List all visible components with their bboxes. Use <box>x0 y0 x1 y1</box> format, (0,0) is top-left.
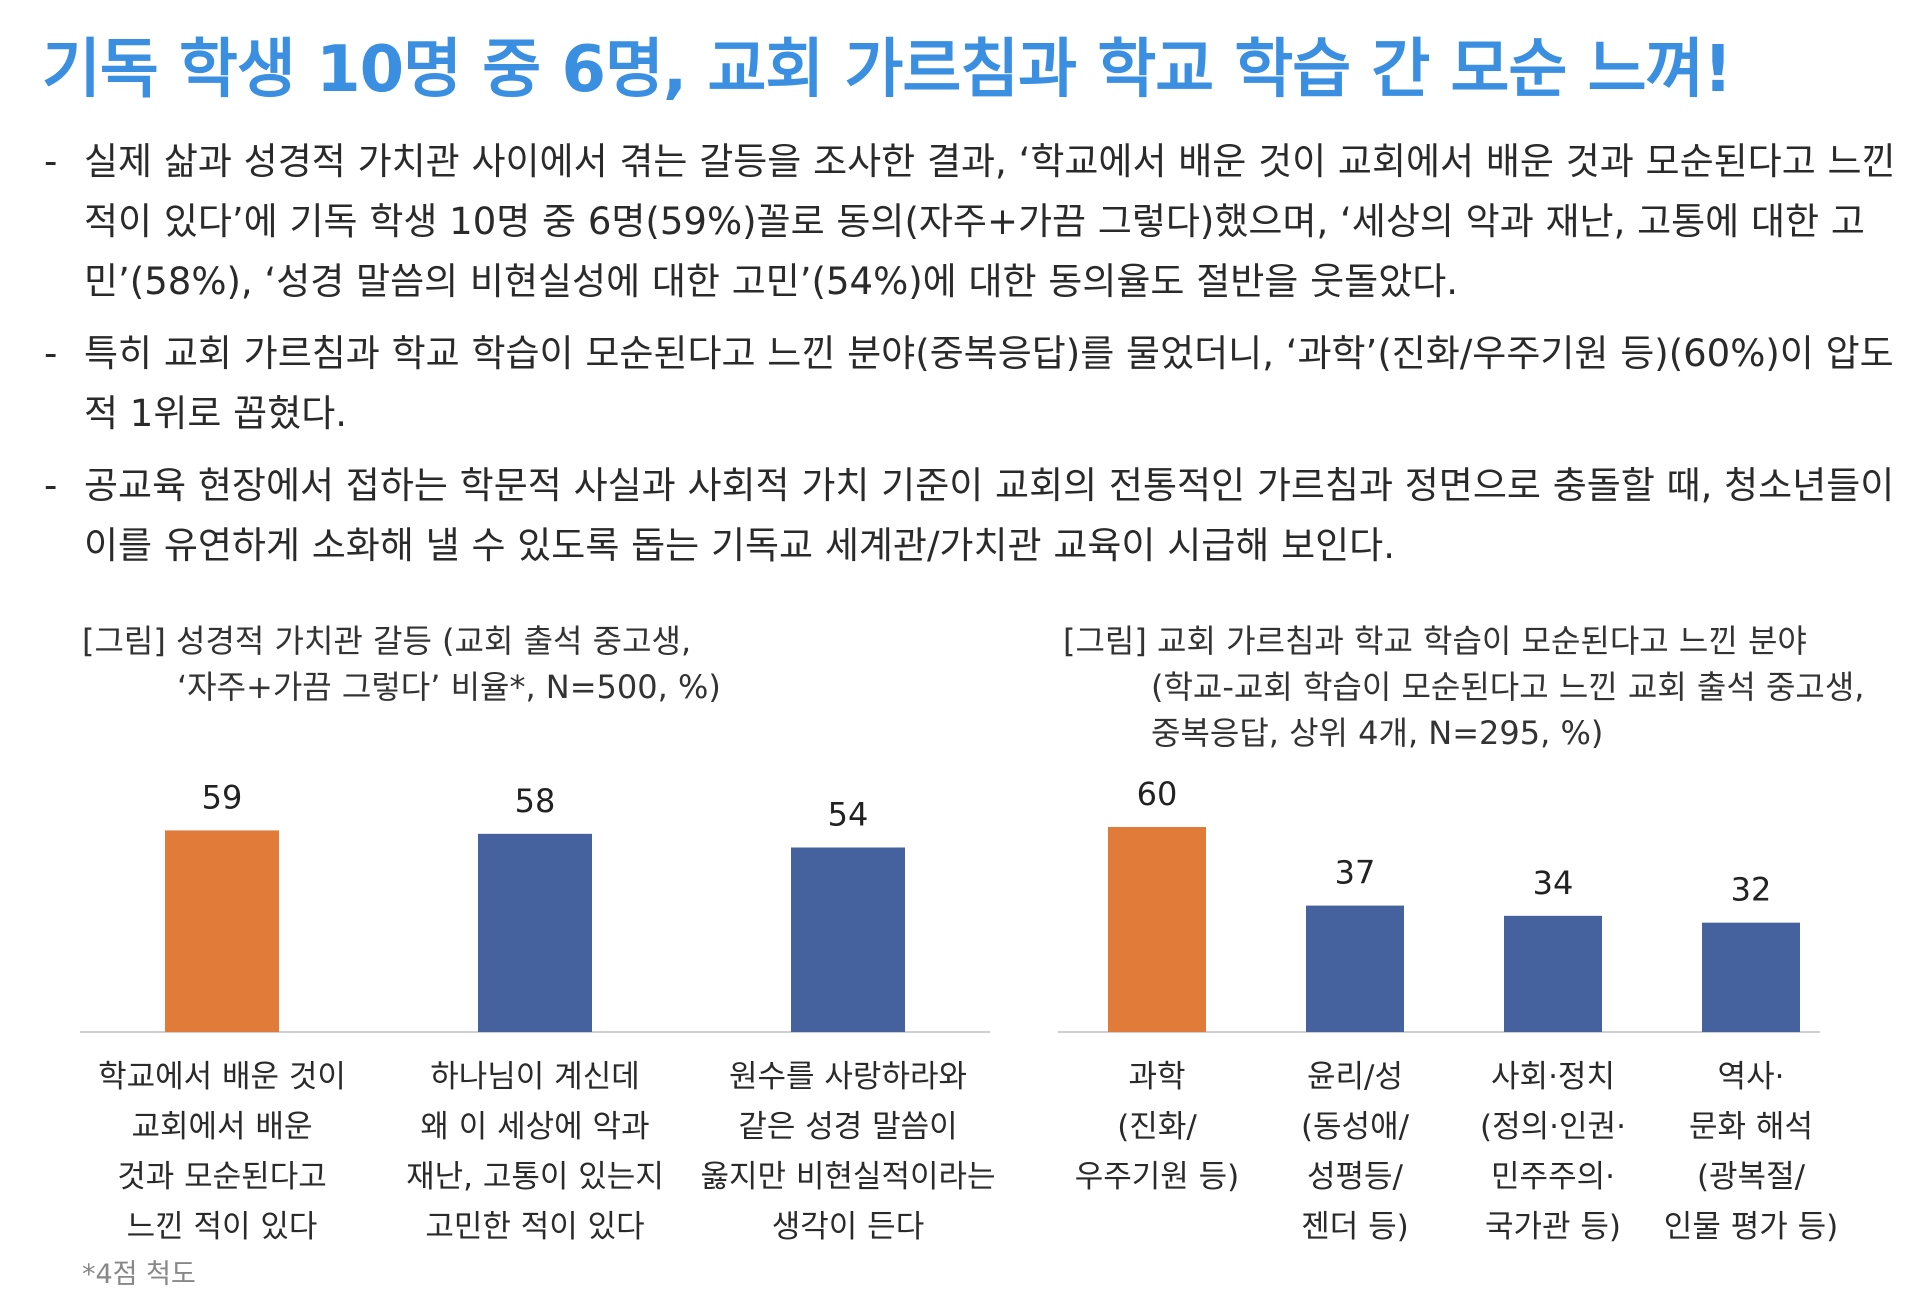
chart-1-value-label-1: 59 <box>202 778 243 816</box>
chart-2-bar-3 <box>1504 915 1602 1032</box>
chart-2-category-label-4: 역사· 문화 해석 (광복절/ 인물 평가 등) <box>1663 1059 1839 1245</box>
chart-2-value-label-4: 32 <box>1731 871 1772 909</box>
chart-2-category-label-1: 과학 (진화/ 우주기원 등) <box>1074 1059 1240 1195</box>
chart-2-bar-4 <box>1702 922 1800 1032</box>
bullet-dash: - <box>44 140 58 183</box>
chart-2-title-line-3: 중복응답, 상위 4개, N=295, %) <box>1151 714 1604 752</box>
summary-bullets: - 실제 삶과 성경적 가치관 사이에서 겪는 갈등을 조사한 결과, ‘학교에… <box>40 132 1900 588</box>
footnote: *4점 척도 <box>82 1259 196 1290</box>
chart-2-title-line-2: (학교-교회 학습이 모순된다고 느낀 교회 출석 중고생, <box>1151 668 1865 706</box>
chart-1-bar-3 <box>791 847 905 1032</box>
chart-2-value-label-1: 60 <box>1137 775 1178 813</box>
chart-2-category-label-2: 윤리/성 (동성애/ 성평등/ 젠더 등) <box>1300 1059 1410 1245</box>
chart-1-value-label-3: 54 <box>828 796 869 834</box>
chart-1-title-line-2: ‘자주+가끔 그렇다’ 비율*, N=500, %) <box>177 668 721 706</box>
chart-1-title: [그림] 성경적 가치관 갈등 (교회 출석 중고생, ‘자주+가끔 그렇다’ … <box>82 618 721 710</box>
bullet-dash: - <box>44 464 58 507</box>
chart-1-category-label-2: 하나님이 계신데 왜 이 세상에 악과 재난, 고통이 있는지 고민한 적이 있… <box>406 1059 664 1245</box>
chart-2-bar-2 <box>1306 905 1404 1032</box>
chart-1-category-label-1: 학교에서 배운 것이 교회에서 배운 것과 모순된다고 느낀 적이 있다 <box>98 1059 346 1245</box>
chart-1-value-label-2: 58 <box>515 782 556 820</box>
chart-2-category-label-3: 사회·정치 (정의·인권· 민주주의· 국가관 등) <box>1480 1059 1626 1245</box>
chart-2-value-label-2: 37 <box>1335 854 1376 892</box>
chart-1-bar-1 <box>165 830 279 1032</box>
chart-2-bar-1 <box>1108 827 1206 1032</box>
chart-2-title: [그림] 교회 가르침과 학교 학습이 모순된다고 느낀 분야 (학교-교회 학… <box>1063 618 1864 756</box>
bullet-text: 실제 삶과 성경적 가치관 사이에서 겪는 갈등을 조사한 결과, ‘학교에서 … <box>84 140 1896 303</box>
bullet-text: 특히 교회 가르침과 학교 학습이 모순된다고 느낀 분야(중복응답)를 물었더… <box>84 332 1894 435</box>
chart-1-category-label-3: 원수를 사랑하라와 같은 성경 말씀이 옳지만 비현실적이라는 생각이 든다 <box>700 1059 996 1245</box>
chart-1-title-line-1: [그림] 성경적 가치관 갈등 (교회 출석 중고생, <box>82 622 692 660</box>
chart-1-bar-2 <box>478 833 592 1032</box>
bullet-item-2: - 특히 교회 가르침과 학교 학습이 모순된다고 느낀 분야(중복응답)를 물… <box>40 324 1900 444</box>
bullet-dash: - <box>44 332 58 375</box>
bullet-item-1: - 실제 삶과 성경적 가치관 사이에서 겪는 갈등을 조사한 결과, ‘학교에… <box>40 132 1900 312</box>
page-title: 기독 학생 10명 중 6명, 교회 가르침과 학교 학습 간 모순 느껴! <box>42 33 1733 107</box>
bullet-text: 공교육 현장에서 접하는 학문적 사실과 사회적 가치 기준이 교회의 전통적인… <box>84 464 1895 567</box>
chart-2-title-line-1: [그림] 교회 가르침과 학교 학습이 모순된다고 느낀 분야 <box>1063 622 1807 660</box>
chart-2-value-label-3: 34 <box>1533 864 1574 902</box>
bullet-item-3: - 공교육 현장에서 접하는 학문적 사실과 사회적 가치 기준이 교회의 전통… <box>40 456 1900 576</box>
